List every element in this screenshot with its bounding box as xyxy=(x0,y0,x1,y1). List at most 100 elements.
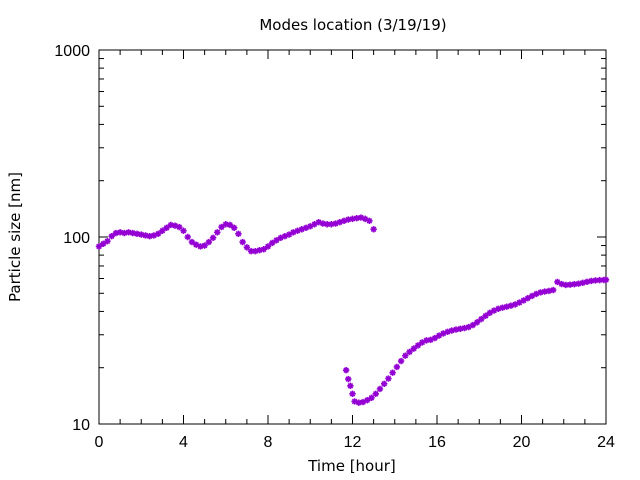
data-point xyxy=(406,348,413,356)
x-tick-label: 4 xyxy=(179,434,188,451)
data-point xyxy=(444,328,451,336)
data-point xyxy=(575,280,582,287)
data-point xyxy=(357,214,365,221)
data-point xyxy=(247,247,255,255)
data-point xyxy=(410,345,417,352)
data-point xyxy=(528,292,536,300)
data-point xyxy=(516,299,523,306)
data-point xyxy=(112,229,120,237)
data-point xyxy=(351,398,358,405)
data-point xyxy=(431,334,439,342)
data-point xyxy=(541,288,548,295)
data-point xyxy=(440,330,447,337)
data-point xyxy=(345,216,352,223)
data-point xyxy=(562,281,570,289)
data-point xyxy=(235,230,242,238)
data-point xyxy=(184,233,191,241)
data-point xyxy=(285,231,293,238)
data-point xyxy=(133,230,141,238)
plot-frame xyxy=(98,49,607,425)
tick-labels: 0 4 8 12 16 20 24 10 100 1000 xyxy=(54,43,615,451)
data-point xyxy=(393,363,401,371)
data-point xyxy=(328,221,335,228)
data-point xyxy=(323,221,331,228)
data-point xyxy=(482,312,489,319)
data-point xyxy=(264,243,272,250)
data-point xyxy=(499,304,506,311)
data-point xyxy=(602,276,610,284)
data-point xyxy=(554,278,561,286)
x-tick-label: 8 xyxy=(264,434,273,451)
data-point xyxy=(571,281,578,288)
data-point xyxy=(332,220,339,227)
data-point xyxy=(370,226,377,233)
y-tick-label: 100 xyxy=(63,230,90,247)
data-point xyxy=(347,382,354,390)
data-point xyxy=(311,221,318,228)
data-point xyxy=(298,226,305,233)
x-tick-label: 16 xyxy=(428,434,446,451)
data-point xyxy=(104,237,111,245)
axis-ticks xyxy=(98,50,607,425)
data-point xyxy=(583,278,591,286)
data-point xyxy=(239,238,246,246)
data-point xyxy=(372,390,379,398)
data-point xyxy=(269,239,276,247)
data-point xyxy=(545,287,553,295)
y-axis-label: Particle size [nm] xyxy=(6,172,24,302)
data-point xyxy=(368,394,375,402)
data-point xyxy=(486,309,494,317)
data-point xyxy=(154,230,162,238)
data-point xyxy=(197,243,204,250)
data-point xyxy=(159,227,166,234)
data-point xyxy=(116,229,124,236)
data-point xyxy=(163,224,170,231)
data-point xyxy=(419,339,426,346)
data-point xyxy=(349,215,356,223)
data-point xyxy=(150,232,158,239)
data-point xyxy=(402,352,409,359)
data-point xyxy=(180,227,187,234)
data-point xyxy=(579,279,586,286)
data-point xyxy=(205,238,213,246)
data-point xyxy=(222,221,229,228)
data-point xyxy=(592,277,599,284)
data-point xyxy=(336,218,344,226)
data-point xyxy=(121,229,128,237)
data-point xyxy=(243,244,251,251)
data-point xyxy=(256,246,263,254)
data-point xyxy=(397,357,405,365)
data-point xyxy=(507,302,515,309)
data-point xyxy=(100,240,107,247)
data-point xyxy=(537,289,544,296)
data-point xyxy=(340,217,348,225)
data-point xyxy=(533,290,540,298)
data-point xyxy=(520,297,527,304)
data-point xyxy=(448,327,455,334)
data-point xyxy=(252,247,259,255)
data-point xyxy=(566,281,574,288)
data-point xyxy=(108,232,115,240)
data-point xyxy=(588,277,595,285)
x-tick-label: 12 xyxy=(344,434,362,451)
data-point xyxy=(461,324,468,332)
data-point xyxy=(353,215,360,222)
data-point xyxy=(95,243,103,250)
data-point xyxy=(427,336,434,344)
data-point xyxy=(478,315,485,323)
data-point xyxy=(524,294,532,302)
data-point xyxy=(146,232,153,240)
data-point xyxy=(214,229,221,236)
data-point xyxy=(171,222,179,229)
data-point xyxy=(355,399,363,406)
data-point xyxy=(435,332,443,339)
data-point xyxy=(277,234,284,242)
data-point xyxy=(385,375,392,382)
data-point xyxy=(596,276,603,284)
data-point xyxy=(376,385,384,393)
data-point xyxy=(511,301,519,308)
data-point xyxy=(469,321,477,329)
data-point xyxy=(319,220,327,227)
x-tick-label: 20 xyxy=(513,434,531,451)
data-point xyxy=(349,390,356,398)
